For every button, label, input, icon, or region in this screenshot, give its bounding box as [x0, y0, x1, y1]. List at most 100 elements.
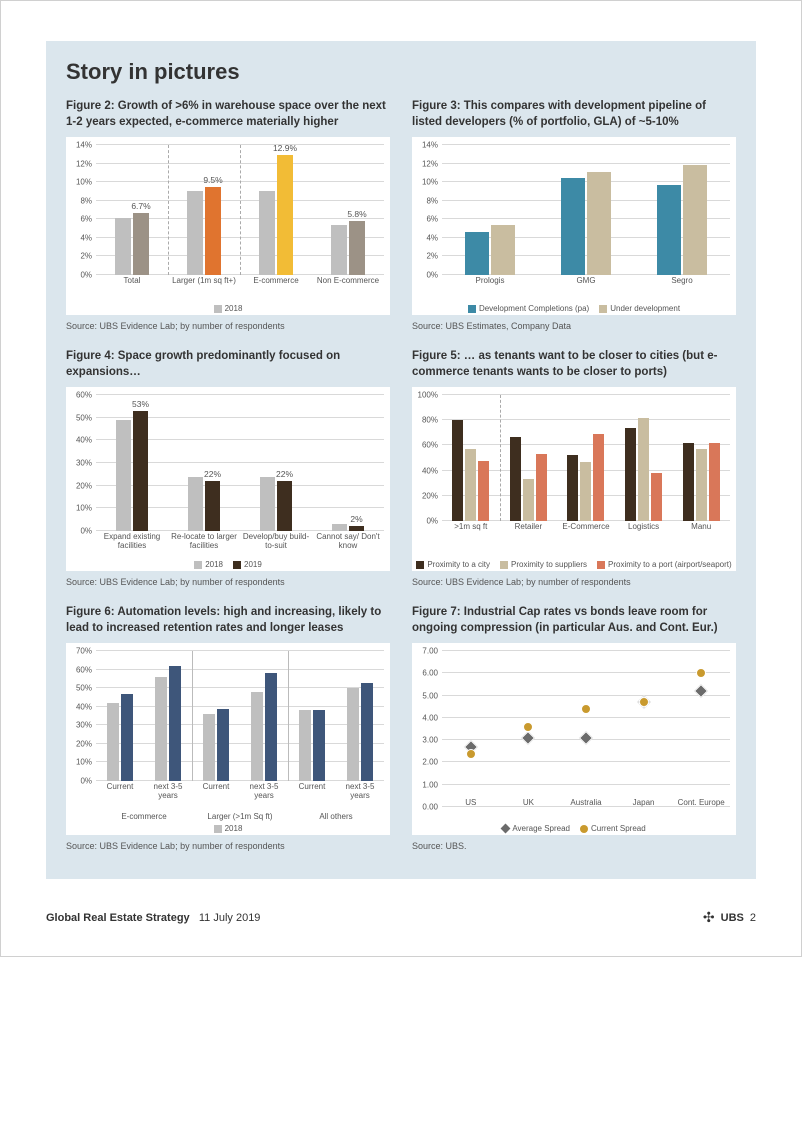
x-tick-label: Cannot say/ Don't know: [312, 531, 384, 555]
figure-7: Figure 7: Industrial Cap rates vs bonds …: [412, 605, 736, 851]
x-tick-label: E-commerce: [240, 275, 312, 299]
ubs-logo-icon: ✣: [703, 909, 715, 926]
x-axis: TotalLarger (1m sq ft+)E-commerceNon E-c…: [96, 275, 384, 299]
figure-3: Figure 3: This compares with development…: [412, 99, 736, 331]
bar: [709, 443, 720, 521]
grid-line: 6.00: [442, 672, 730, 673]
bar: [349, 221, 365, 275]
bar-value-label: 53%: [132, 399, 149, 409]
x-tick-label: Current: [192, 781, 240, 805]
y-tick-label: 0%: [80, 777, 92, 786]
bar-group: [615, 418, 673, 521]
y-tick-label: 4%: [426, 233, 438, 242]
story-panel: Story in pictures Figure 2: Growth of >6…: [46, 41, 756, 879]
vertical-divider: [500, 395, 501, 521]
y-tick-label: 4.00: [422, 713, 438, 722]
y-tick-label: 20%: [76, 739, 92, 748]
legend-item: 2018: [214, 304, 243, 313]
legend-label: 2018: [225, 824, 243, 833]
bar: [478, 461, 489, 521]
legend-swatch: [194, 561, 202, 569]
bar-group: [240, 477, 312, 531]
fig4-source: Source: UBS Evidence Lab; by number of r…: [66, 577, 390, 587]
legend-item: 2018: [214, 824, 243, 833]
section-title: Story in pictures: [66, 59, 736, 85]
bar: [465, 232, 489, 275]
legend-label: Proximity to suppliers: [511, 560, 587, 569]
x-tick-label: next 3-5 years: [336, 781, 384, 805]
bar: [277, 481, 292, 531]
bar: [331, 225, 347, 275]
bar-value-label: 6.7%: [131, 201, 150, 211]
x-tick-label: Logistics: [615, 521, 673, 545]
marker-diamond: [694, 684, 708, 698]
x-tick-label: E-Commerce: [557, 521, 615, 545]
legend: 20182019: [66, 560, 390, 569]
marker-circle: [523, 722, 533, 732]
plot-area: 0%10%20%30%40%50%60%53%22%22%2%: [96, 395, 384, 531]
footer-page: 2: [750, 912, 756, 924]
bar: [625, 428, 636, 521]
fig3-source: Source: UBS Estimates, Company Data: [412, 321, 736, 331]
bar: [683, 165, 707, 275]
x-tick-label: GMG: [538, 275, 634, 299]
grid-line: 60%: [96, 669, 384, 670]
x-tick-label: >1m sq ft: [442, 521, 500, 545]
bar-group: [672, 443, 730, 521]
plot-area: 0%10%20%30%40%50%60%70%: [96, 651, 384, 781]
footer-date: 11 July 2019: [193, 912, 261, 924]
bar-group: [96, 694, 144, 781]
grid-line: 60%: [96, 394, 384, 395]
y-tick-label: 10%: [422, 178, 438, 187]
bar: [332, 524, 347, 531]
bar-value-label: 5.8%: [347, 209, 366, 219]
bar: [277, 155, 293, 275]
legend-label: Average Spread: [512, 824, 570, 833]
fig3-chart: 0%2%4%6%8%10%12%14%PrologisGMGSegroDevel…: [412, 137, 736, 315]
bar: [361, 683, 373, 781]
y-tick-label: 6%: [426, 215, 438, 224]
y-tick-label: 10%: [76, 178, 92, 187]
legend-swatch: [468, 305, 476, 313]
bar-value-label: 12.9%: [273, 143, 297, 153]
bar: [683, 443, 694, 521]
figure-4: Figure 4: Space growth predominantly foc…: [66, 349, 390, 587]
vertical-divider: [240, 145, 241, 275]
plot-area: 0.001.002.003.004.005.006.007.00: [442, 651, 730, 807]
bar: [187, 191, 203, 275]
bar-group: [288, 710, 336, 781]
legend-label: Proximity to a port (airport/seaport): [608, 560, 732, 569]
legend-swatch: [214, 825, 222, 833]
y-tick-label: 0%: [80, 527, 92, 536]
x-tick-label: Cont. Europe: [672, 797, 730, 821]
fig4-chart: 0%10%20%30%40%50%60%53%22%22%2%Expand ex…: [66, 387, 390, 571]
y-tick-label: 60%: [422, 441, 438, 450]
legend-item: Under development: [599, 304, 680, 313]
fig5-chart: 0%20%40%60%80%100%>1m sq ftRetailerE-Com…: [412, 387, 736, 571]
bar: [169, 666, 181, 781]
fig4-title: Figure 4: Space growth predominantly foc…: [66, 349, 390, 381]
bar: [121, 694, 133, 781]
y-tick-label: 100%: [418, 391, 438, 400]
y-tick-label: 12%: [76, 159, 92, 168]
x-tick-label: Total: [96, 275, 168, 299]
legend: Proximity to a cityProximity to supplier…: [412, 560, 736, 569]
fig6-title: Figure 6: Automation levels: high and in…: [66, 605, 390, 637]
grid-line: 5.00: [442, 695, 730, 696]
fig7-source: Source: UBS.: [412, 841, 736, 851]
legend: Average SpreadCurrent Spread: [412, 824, 736, 833]
y-tick-label: 60%: [76, 391, 92, 400]
grid-line: 70%: [96, 650, 384, 651]
bar-group: [538, 172, 634, 275]
bar: [347, 688, 359, 781]
bar-group: [192, 709, 240, 781]
fig5-title: Figure 5: … as tenants want to be closer…: [412, 349, 736, 381]
bar-group: [312, 221, 384, 275]
plot-area: 0%2%4%6%8%10%12%14%6.7%9.5%12.9%5.8%: [96, 145, 384, 275]
y-tick-label: 6.00: [422, 669, 438, 678]
x-tick-label: Retailer: [500, 521, 558, 545]
y-tick-label: 14%: [422, 141, 438, 150]
bar-group: [336, 683, 384, 781]
x-tick-label: US: [442, 797, 500, 821]
bar: [133, 411, 148, 531]
